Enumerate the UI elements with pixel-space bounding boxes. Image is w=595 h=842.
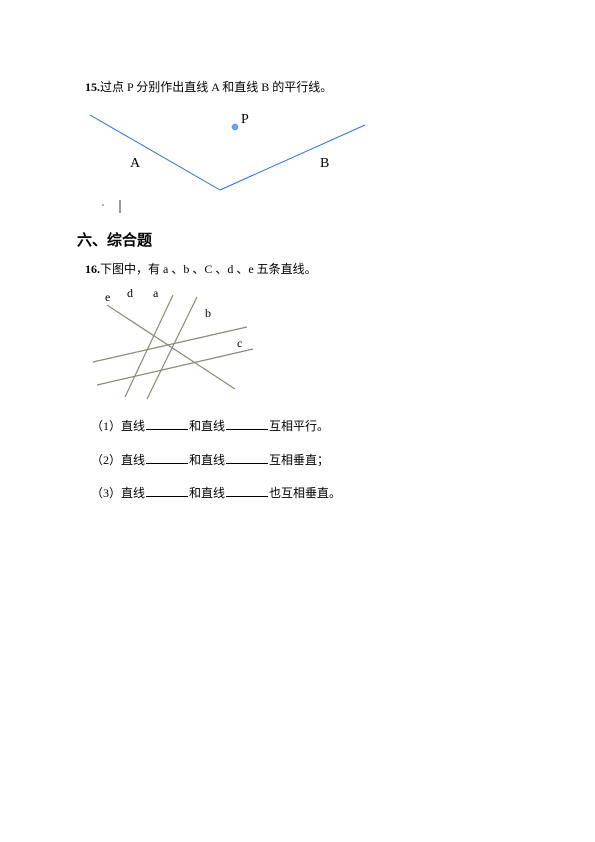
svg-text:d: d xyxy=(127,287,133,300)
blank xyxy=(226,451,268,464)
blank xyxy=(226,417,268,430)
svg-text:b: b xyxy=(205,306,211,320)
blank xyxy=(146,484,188,497)
svg-text:B: B xyxy=(320,156,329,171)
q16-svg: e d a b c xyxy=(85,287,255,407)
section6-heading: 六、综合题 xyxy=(77,229,525,250)
q16-s3-suffix: 也互相垂直。 xyxy=(269,486,341,500)
q16-figure: e d a b c xyxy=(85,287,525,407)
q16-sub3: （3）直线 和直线 也互相垂直。 xyxy=(91,484,525,503)
blank xyxy=(146,451,188,464)
q16-s3-prefix: （3）直线 xyxy=(91,486,145,500)
q15-number: 15. xyxy=(85,80,100,94)
svg-text:e: e xyxy=(105,290,110,304)
q16-s2-mid: 和直线 xyxy=(189,453,225,467)
q16-s2-prefix: （2）直线 xyxy=(91,453,145,467)
q15-svg: P A B xyxy=(85,105,365,215)
q16-s1-suffix: 互相平行。 xyxy=(269,419,329,433)
q15-line: 15.过点 P 分别作出直线 A 和直线 B 的平行线。 xyxy=(85,78,525,97)
q16-sub1: （1）直线 和直线 互相平行。 xyxy=(91,417,525,436)
q16-line: 16.下图中，有 a 、b 、C 、d 、e 五条直线。 xyxy=(85,260,525,279)
q16-text: 下图中，有 a 、b 、C 、d 、e 五条直线。 xyxy=(100,262,317,276)
svg-text:c: c xyxy=(237,336,242,350)
svg-text:A: A xyxy=(130,156,141,171)
q16-number: 16. xyxy=(85,262,100,276)
q16-s1-mid: 和直线 xyxy=(189,419,225,433)
q16-sub2: （2）直线 和直线 互相垂直； xyxy=(91,451,525,470)
blank xyxy=(146,417,188,430)
q16-s2-suffix: 互相垂直； xyxy=(269,453,329,467)
q16-s3-mid: 和直线 xyxy=(189,486,225,500)
q15-text: 过点 P 分别作出直线 A 和直线 B 的平行线。 xyxy=(100,80,332,94)
q15-figure: P A B xyxy=(85,105,525,215)
q16-s1-prefix: （1）直线 xyxy=(91,419,145,433)
blank xyxy=(226,484,268,497)
svg-text:a: a xyxy=(153,287,159,300)
svg-text:P: P xyxy=(241,112,249,127)
